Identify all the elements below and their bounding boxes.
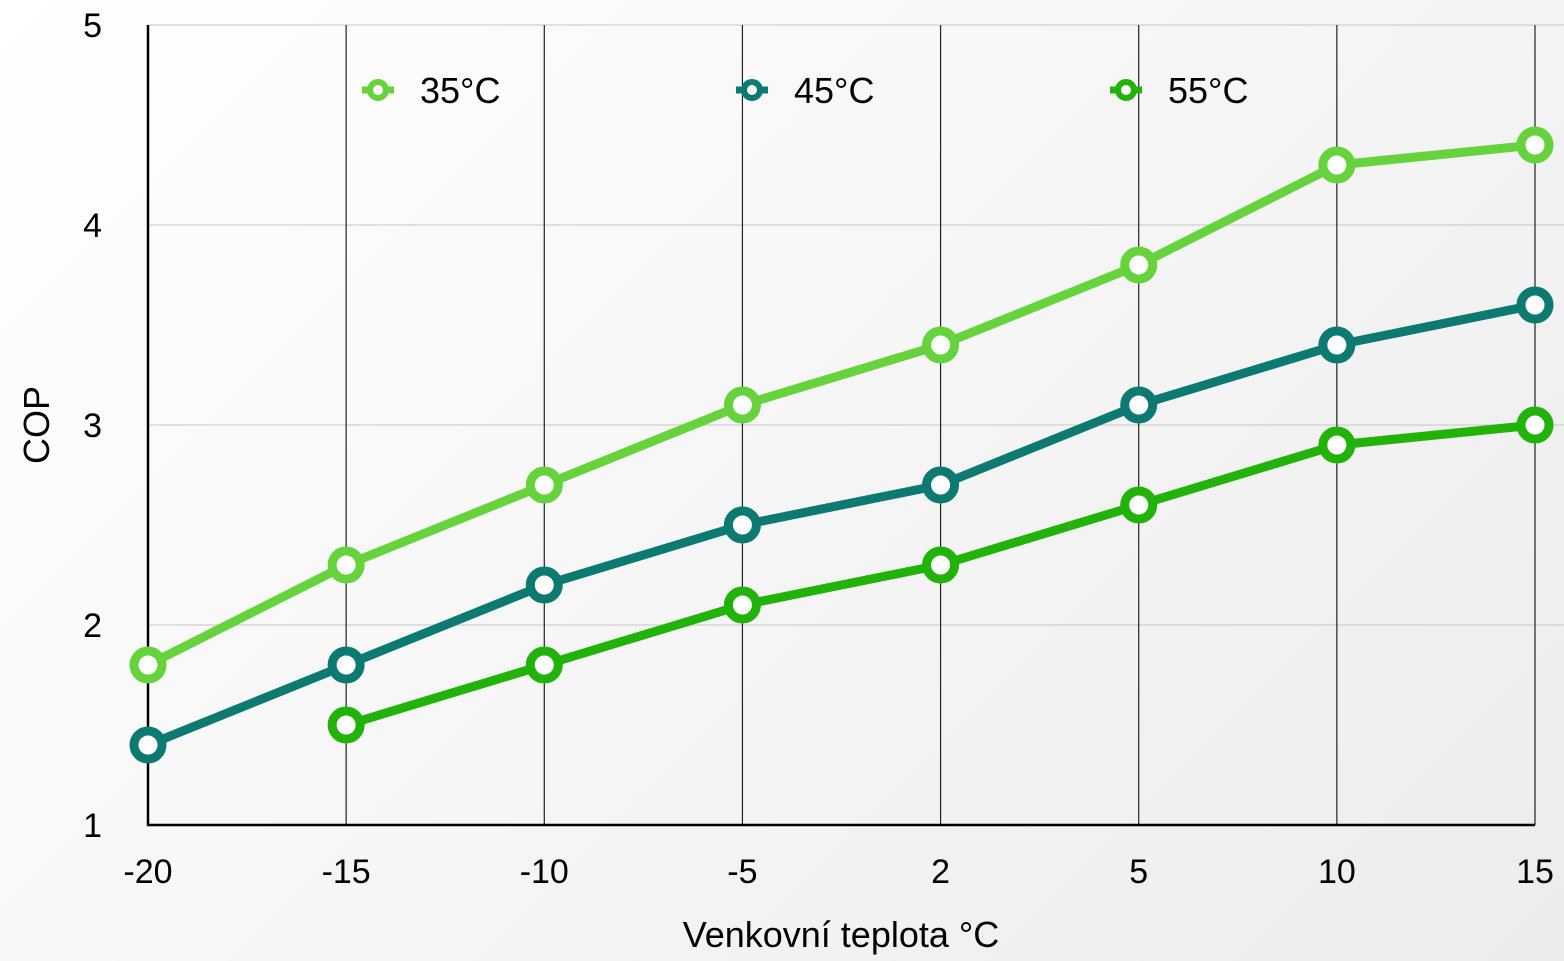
- legend-label: 55°C: [1168, 70, 1248, 111]
- data-point: [327, 546, 365, 584]
- data-point: [1516, 406, 1554, 444]
- data-point: [1516, 126, 1554, 164]
- data-point: [1318, 426, 1356, 464]
- x-axis-title: Venkovní teplota °C: [683, 914, 1000, 955]
- legend-label: 35°C: [420, 70, 500, 111]
- data-point: [723, 586, 761, 624]
- legend-item: 55°C: [1110, 70, 1248, 111]
- data-point: [1120, 486, 1158, 524]
- tick-labels: 1 2 3 4 5 -20 -15 -10 -5 2 5 10 15: [83, 7, 1554, 891]
- data-point: [723, 506, 761, 544]
- series-lines: [129, 126, 1554, 764]
- series-line: [143, 140, 1540, 670]
- data-point: [922, 466, 960, 504]
- legend-marker-swatch: [367, 79, 389, 101]
- data-point: [1318, 146, 1356, 184]
- series-55°C: [327, 406, 1554, 744]
- axes: [146, 25, 1535, 827]
- y-tick-label: 2: [83, 607, 102, 645]
- y-tick-label: 3: [83, 407, 102, 445]
- legend: 35°C 45°C 55°C: [362, 70, 1248, 111]
- x-tick-label: 15: [1516, 853, 1554, 891]
- y-tick-label: 5: [83, 7, 102, 45]
- data-point: [525, 466, 563, 504]
- x-tick-label: 10: [1318, 853, 1356, 891]
- series-45°C: [129, 286, 1554, 764]
- data-point: [525, 566, 563, 604]
- legend-item: 45°C: [736, 70, 874, 111]
- data-point: [922, 546, 960, 584]
- legend-label: 45°C: [794, 70, 874, 111]
- data-point: [525, 646, 563, 684]
- series-line: [143, 300, 1540, 750]
- data-point: [1120, 386, 1158, 424]
- y-tick-label: 4: [83, 207, 102, 245]
- data-point: [1516, 286, 1554, 324]
- y-tick-label: 1: [83, 807, 102, 845]
- data-point: [129, 646, 167, 684]
- series-35°C: [129, 126, 1554, 684]
- data-point: [327, 706, 365, 744]
- x-tick-label: -10: [520, 853, 569, 891]
- x-tick-label: 2: [931, 853, 950, 891]
- data-point: [1318, 326, 1356, 364]
- x-tick-label: -5: [727, 853, 757, 891]
- y-axis-title: COP: [16, 386, 57, 464]
- x-tick-label: -20: [123, 853, 172, 891]
- data-point: [129, 726, 167, 764]
- legend-marker-swatch: [1115, 79, 1137, 101]
- legend-item: 35°C: [362, 70, 500, 111]
- x-tick-label: 5: [1129, 853, 1148, 891]
- data-point: [723, 386, 761, 424]
- x-tick-label: -15: [322, 853, 371, 891]
- grid: [148, 24, 1564, 825]
- legend-marker-swatch: [741, 79, 763, 101]
- data-point: [327, 646, 365, 684]
- data-point: [1120, 246, 1158, 284]
- data-point: [922, 326, 960, 364]
